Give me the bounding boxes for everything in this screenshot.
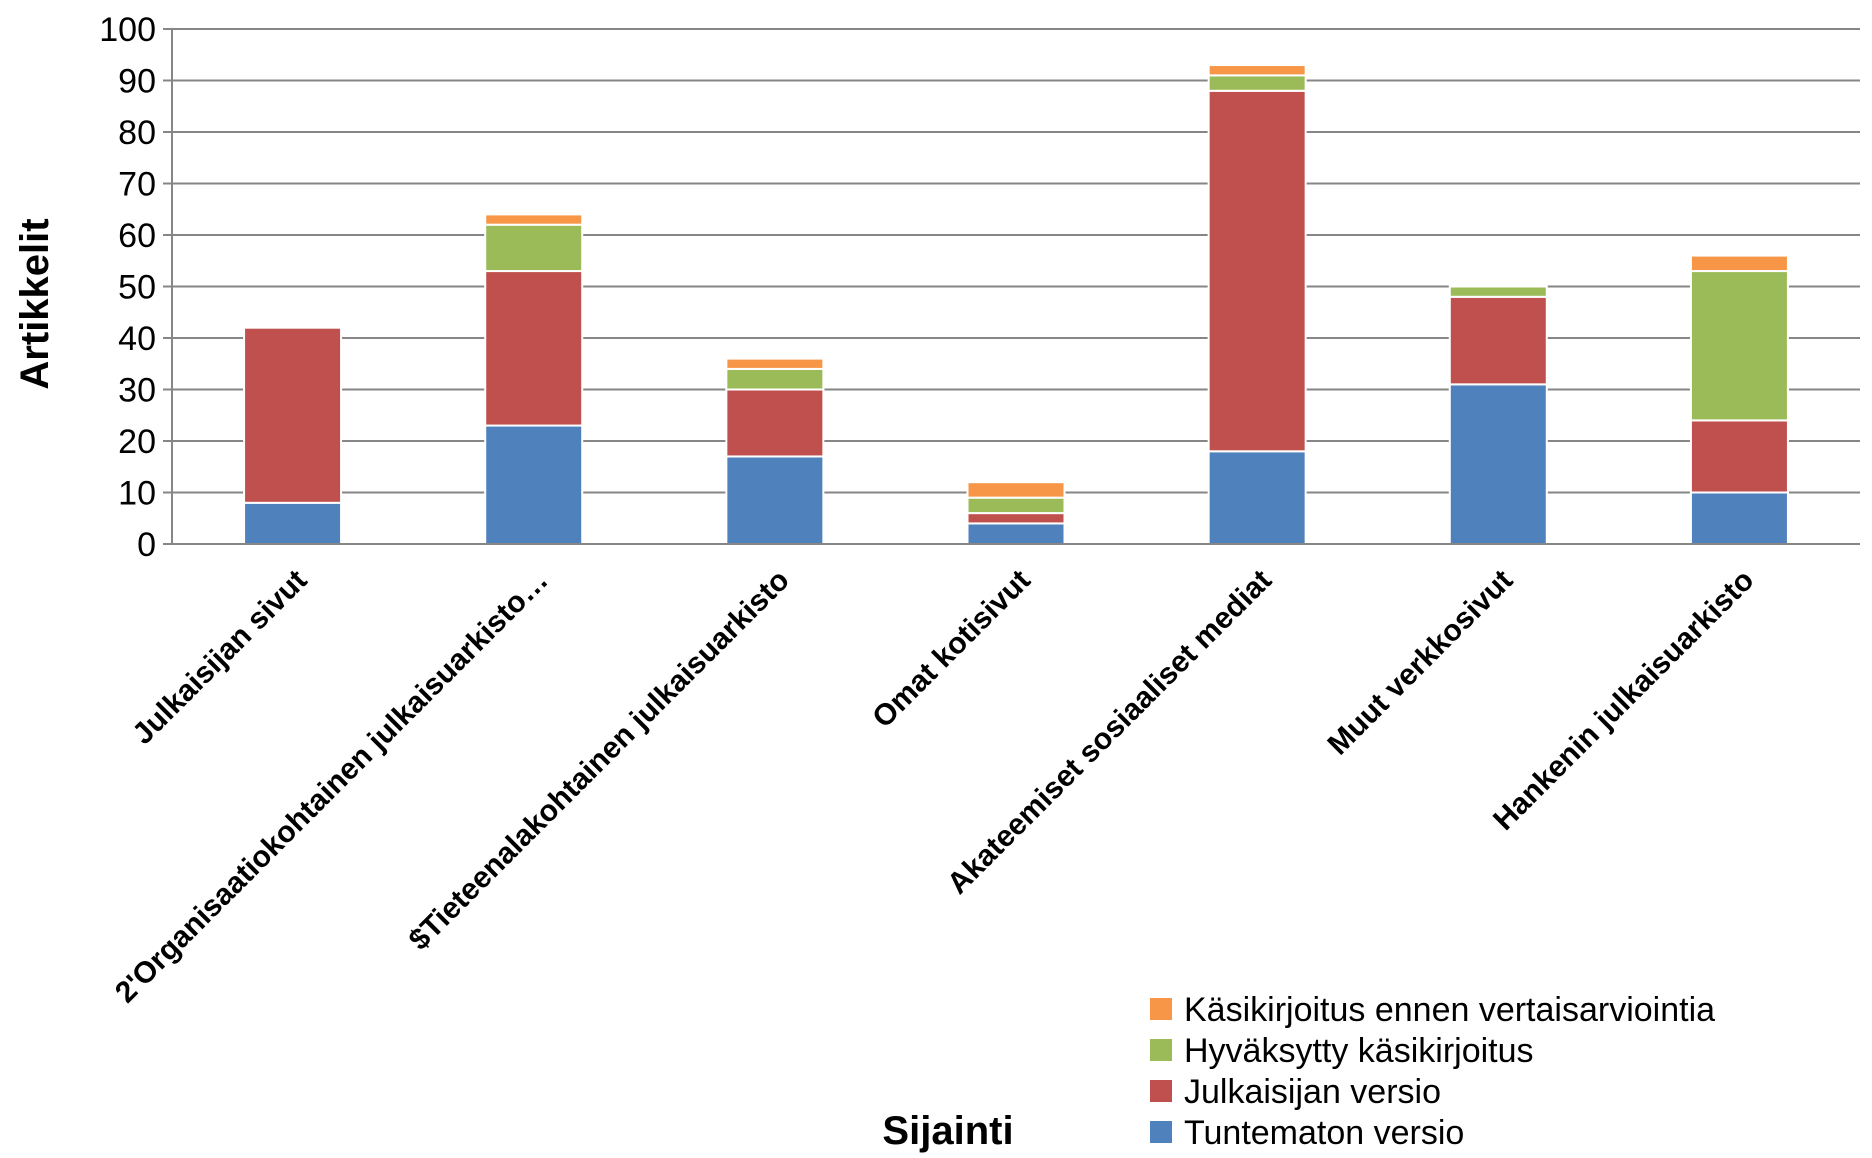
bar-segment <box>1207 89 1307 453</box>
category-label: Muut verkkosivut <box>1321 564 1519 762</box>
bar-segment <box>966 496 1066 515</box>
category-label: Hankenin julkaisuarkisto <box>1487 564 1760 837</box>
category-label: Julkaisijan sivut <box>126 564 313 751</box>
bar-segment <box>966 512 1066 525</box>
bar-segment <box>1448 383 1548 545</box>
bar-segment <box>484 223 584 273</box>
category-labels: Julkaisijan sivut2'Organisaatiokohtainen… <box>109 564 1760 1010</box>
legend-label: Käsikirjoitus ennen vertaisarviointia <box>1184 991 1715 1029</box>
bar-segment <box>1207 74 1307 92</box>
bar-segment <box>1689 419 1789 494</box>
bar-segment <box>725 455 825 546</box>
y-tick-label: 30 <box>118 372 156 410</box>
bar-segment <box>484 213 584 226</box>
y-tick-label: 70 <box>118 166 156 204</box>
y-tick-label: 20 <box>118 423 156 461</box>
legend-swatch <box>1150 998 1172 1020</box>
legend-label: Julkaisijan versio <box>1184 1073 1441 1111</box>
bar-segment <box>484 424 584 545</box>
bar-segment <box>966 522 1066 546</box>
bar-segment <box>1448 295 1548 386</box>
category-label: 2'Organisaatiokohtainen julkaisuarkisto… <box>109 564 555 1010</box>
category-label: Omat kotisivut <box>866 564 1037 735</box>
y-tick-label: 50 <box>118 269 156 307</box>
bars <box>243 64 1789 546</box>
y-tick-label: 60 <box>118 217 156 255</box>
bar-segment <box>1689 491 1789 545</box>
x-axis-title: Sijainti <box>882 1109 1013 1153</box>
y-axis-title: Artikkelit <box>13 218 57 389</box>
bar-segment <box>1448 285 1548 298</box>
y-tick-label: 100 <box>99 11 156 49</box>
legend: Käsikirjoitus ennen vertaisarviointiaHyv… <box>1150 991 1715 1152</box>
y-axis-ticks: 0 10 20 30 40 50 60 70 80 90 100 <box>99 11 172 564</box>
bar-segment <box>484 270 584 427</box>
y-tick-label: 10 <box>118 475 156 513</box>
category-label: $Tieteenalakohtainen julkaisuarkisto <box>403 564 796 957</box>
bar-segment <box>1207 450 1307 545</box>
y-tick-label: 90 <box>118 63 156 101</box>
legend-label: Tuntematon versio <box>1184 1114 1464 1152</box>
bar-segment <box>725 388 825 458</box>
legend-swatch <box>1150 1039 1172 1061</box>
legend-swatch <box>1150 1121 1172 1143</box>
bar-segment <box>1207 64 1307 77</box>
bar-segment <box>725 367 825 391</box>
y-tick-label: 80 <box>118 114 156 152</box>
bar-segment <box>1689 270 1789 422</box>
gridlines <box>172 28 1860 494</box>
bar-segment <box>725 357 825 370</box>
y-tick-label: 40 <box>118 320 156 358</box>
bar-segment <box>1689 254 1789 273</box>
legend-swatch <box>1150 1080 1172 1102</box>
bar-segment <box>243 326 343 504</box>
y-tick-label: 0 <box>137 526 156 564</box>
bar-segment <box>243 501 343 545</box>
bar-segment <box>966 481 1066 499</box>
legend-label: Hyväksytty käsikirjoitus <box>1184 1032 1534 1070</box>
